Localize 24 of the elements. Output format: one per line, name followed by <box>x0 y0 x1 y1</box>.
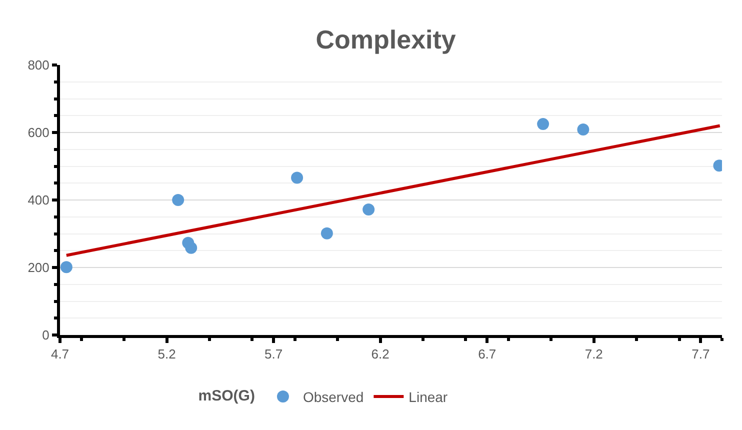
point <box>320 227 333 240</box>
point <box>291 172 304 184</box>
point <box>60 261 72 274</box>
chart-title: Complexity <box>316 24 456 54</box>
legend-title: mSO(G) <box>198 387 255 404</box>
x-tick-label: 6.2 <box>371 346 390 362</box>
point <box>537 118 550 130</box>
y-tick-label: 0 <box>42 328 50 343</box>
y-tick-label: 400 <box>28 192 50 208</box>
point <box>577 123 590 136</box>
x-tick-label: 5.2 <box>158 346 176 362</box>
x-tick-label: 5.7 <box>264 346 283 362</box>
point <box>172 194 184 206</box>
point <box>185 242 198 254</box>
legend-label: Observed <box>302 388 364 405</box>
y-tick-label: 800 <box>28 58 50 73</box>
x-tick-label: 4.7 <box>50 346 70 362</box>
y-tick-label: 200 <box>28 260 50 276</box>
x-tick-label: 7.2 <box>584 346 603 362</box>
y-tick-label: 600 <box>28 125 50 140</box>
legend-label: Linear <box>408 388 448 405</box>
x-tick-label: 6.7 <box>478 346 496 362</box>
x-tick-label: 7.7 <box>692 346 710 362</box>
point <box>362 203 375 216</box>
